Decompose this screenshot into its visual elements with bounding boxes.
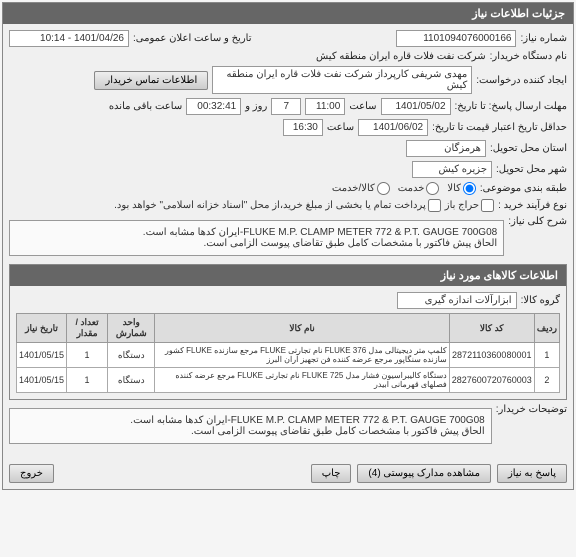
check-treasury-label: پرداخت تمام یا بخشی از مبلغ خرید،از محل … bbox=[114, 200, 426, 211]
cell-qty: 1 bbox=[67, 368, 108, 393]
desc-text: FLUKE M.P. CLAMP METER 772 & P.T. GAUGE … bbox=[9, 220, 504, 256]
radio-goods-label: کالا bbox=[447, 183, 461, 194]
group-label: گروه کالا: bbox=[521, 295, 560, 306]
col-code: کد کالا bbox=[449, 314, 534, 343]
check-open-input[interactable] bbox=[481, 199, 494, 212]
province-label: استان محل تحویل: bbox=[490, 143, 567, 154]
time-label-2: ساعت bbox=[327, 122, 354, 133]
radio-both[interactable]: کالا/خدمت bbox=[332, 182, 390, 195]
city-value: جزیره کیش bbox=[412, 161, 492, 178]
contact-info-button[interactable]: اطلاعات تماس خریدار bbox=[94, 71, 208, 90]
attachments-button[interactable]: مشاهده مدارک پیوستی (4) bbox=[357, 464, 491, 483]
panel-body: شماره نیاز: 1101094076000166 تاریخ و ساع… bbox=[3, 24, 573, 458]
cell-code: 2827600720760003 bbox=[449, 368, 534, 393]
table-row[interactable]: 12872110360080001کلمپ متر دیجیتالی مدل F… bbox=[17, 343, 560, 368]
cell-code: 2872110360080001 bbox=[449, 343, 534, 368]
panel-title: جزئیات اطلاعات نیاز bbox=[3, 3, 573, 24]
need-no-label: شماره نیاز: bbox=[520, 33, 567, 44]
deadline-label: مهلت ارسال پاسخ: تا تاریخ: bbox=[455, 101, 567, 112]
remain-time: 00:32:41 bbox=[186, 98, 241, 115]
table-header-row: ردیف کد کالا نام کالا واحد شمارش تعداد /… bbox=[17, 314, 560, 343]
items-panel: اطلاعات کالاهای مورد نیاز گروه کالا: ابز… bbox=[9, 264, 567, 400]
cell-unit: دستگاه bbox=[108, 343, 155, 368]
check-treasury[interactable]: پرداخت تمام یا بخشی از مبلغ خرید،از محل … bbox=[114, 199, 441, 212]
process-label: نوع فرآیند خرید : bbox=[498, 200, 567, 211]
buyer-notes-text: FLUKE M.P. CLAMP METER 772 & P.T. GAUGE … bbox=[9, 408, 492, 444]
category-radio-group: کالا خدمت کالا/خدمت bbox=[332, 182, 476, 195]
cell-date: 1401/05/15 bbox=[17, 368, 67, 393]
cell-name: کلمپ متر دیجیتالی مدل FLUKE 376 نام تجار… bbox=[155, 343, 449, 368]
details-panel: جزئیات اطلاعات نیاز شماره نیاز: 11010940… bbox=[2, 2, 574, 490]
table-row[interactable]: 22827600720760003دستگاه کالیبراسیون فشار… bbox=[17, 368, 560, 393]
days-value: 7 bbox=[271, 98, 301, 115]
creator-value: مهدی شریفی کارپرداز شرکت نفت فلات قاره ا… bbox=[212, 66, 472, 94]
radio-both-input[interactable] bbox=[377, 182, 390, 195]
radio-goods-input[interactable] bbox=[463, 182, 476, 195]
desc-label: شرح کلی نیاز: bbox=[508, 216, 567, 227]
col-date: تاریخ نیاز bbox=[17, 314, 67, 343]
radio-both-label: کالا/خدمت bbox=[332, 183, 375, 194]
col-idx: ردیف bbox=[534, 314, 559, 343]
radio-service[interactable]: خدمت bbox=[398, 182, 440, 195]
check-open[interactable]: حراج باز bbox=[445, 199, 494, 212]
validity-date: 1401/06/02 bbox=[358, 119, 428, 136]
city-label: شهر محل تحویل: bbox=[496, 164, 567, 175]
buyer-notes-label: توضیحات خریدار: bbox=[496, 404, 567, 415]
items-table: ردیف کد کالا نام کالا واحد شمارش تعداد /… bbox=[16, 313, 560, 393]
validity-time: 16:30 bbox=[283, 119, 323, 136]
buyer-label: نام دستگاه خریدار: bbox=[490, 51, 567, 62]
group-value: ابزارآلات اندازه گیری bbox=[397, 292, 517, 309]
radio-service-input[interactable] bbox=[426, 182, 439, 195]
deadline-date: 1401/05/02 bbox=[381, 98, 451, 115]
need-no-value: 1101094076000166 bbox=[396, 30, 516, 47]
cell-unit: دستگاه bbox=[108, 368, 155, 393]
category-label: طبقه بندی موضوعی: bbox=[480, 183, 567, 194]
radio-service-label: خدمت bbox=[398, 183, 425, 194]
check-open-label: حراج باز bbox=[445, 200, 479, 211]
exit-button[interactable]: خروج bbox=[9, 464, 54, 483]
radio-goods[interactable]: کالا bbox=[447, 182, 476, 195]
buyer-value: شرکت نفت فلات قاره ایران منطقه کیش bbox=[316, 51, 486, 62]
announce-value: 1401/04/26 - 10:14 bbox=[9, 30, 129, 47]
col-unit: واحد شمارش bbox=[108, 314, 155, 343]
province-value: هرمزگان bbox=[406, 140, 486, 157]
cell-qty: 1 bbox=[67, 343, 108, 368]
announce-label: تاریخ و ساعت اعلان عمومی: bbox=[133, 33, 252, 44]
creator-label: ایجاد کننده درخواست: bbox=[476, 75, 567, 86]
validity-label: حداقل تاریخ اعتبار قیمت تا تاریخ: bbox=[432, 122, 567, 133]
items-header: اطلاعات کالاهای مورد نیاز bbox=[10, 265, 566, 286]
col-qty: تعداد / مقدار bbox=[67, 314, 108, 343]
cell-name: دستگاه کالیبراسیون فشار مدل FLUKE 725 نا… bbox=[155, 368, 449, 393]
days-label: روز و bbox=[245, 101, 267, 112]
cell-date: 1401/05/15 bbox=[17, 343, 67, 368]
remain-label: ساعت باقی مانده bbox=[109, 101, 182, 112]
deadline-time: 11:00 bbox=[305, 98, 345, 115]
reply-button[interactable]: پاسخ به نیاز bbox=[497, 464, 567, 483]
footer-buttons: پاسخ به نیاز مشاهده مدارک پیوستی (4) چاپ… bbox=[3, 458, 573, 489]
print-button[interactable]: چاپ bbox=[311, 464, 352, 483]
check-treasury-input[interactable] bbox=[428, 199, 441, 212]
cell-idx: 1 bbox=[534, 343, 559, 368]
cell-idx: 2 bbox=[534, 368, 559, 393]
time-label-1: ساعت bbox=[349, 101, 376, 112]
col-name: نام کالا bbox=[155, 314, 449, 343]
